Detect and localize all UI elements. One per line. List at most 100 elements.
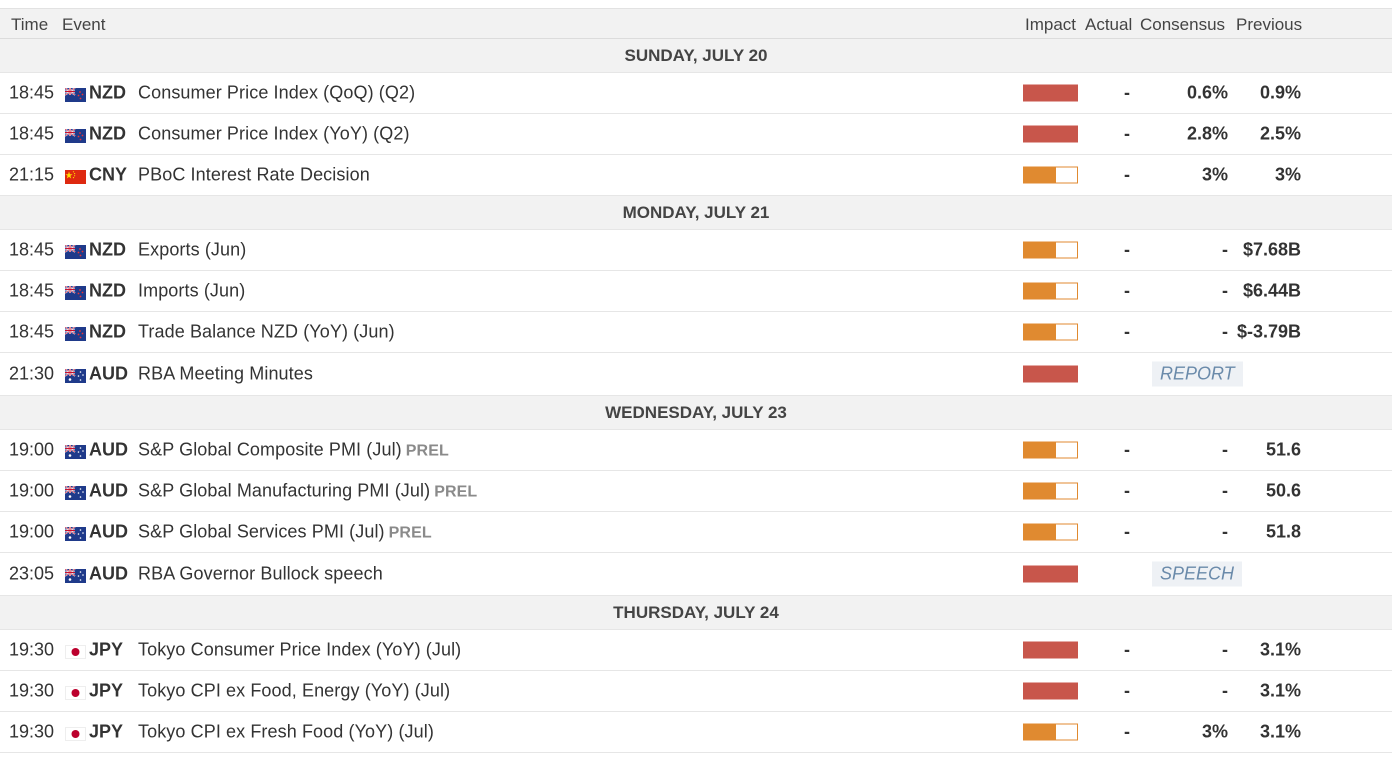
previous-value: 3.1% [1259, 680, 1301, 701]
header-consensus[interactable]: Consensus [1140, 15, 1226, 34]
event-time: 18:45 [9, 280, 55, 301]
previous-value: $6.44B [1242, 280, 1301, 301]
event-name[interactable]: Trade Balance NZD (YoY) (Jun) [138, 322, 395, 343]
consensus-value: - [1222, 280, 1228, 301]
header-previous[interactable]: Previous [1236, 15, 1303, 34]
impact-fill [1024, 126, 1077, 142]
previous-value: $-3.79B [1236, 321, 1301, 342]
event-name[interactable]: Consumer Price Index (QoQ) (Q2) [138, 83, 415, 104]
event-time: 19:00 [9, 521, 55, 542]
event-time: 21:30 [9, 363, 55, 384]
preliminary-label: PREL [434, 483, 478, 501]
event-currency: JPY [89, 639, 124, 660]
event-row[interactable]: 19:00 AUD S&P Global Composite PMI (Jul) PR… [0, 430, 1392, 471]
japan-flag-icon [65, 684, 86, 700]
consensus-value: - [1222, 239, 1228, 260]
event-name[interactable]: S&P Global Services PMI (Jul) PREL [138, 522, 432, 543]
event-row[interactable]: 18:45 NZD Consumer Price Index (QoQ) (Q2) -… [0, 73, 1392, 114]
event-currency: NZD [89, 280, 126, 301]
header-actual[interactable]: Actual [1085, 15, 1133, 34]
new-zealand-flag-icon [64, 325, 86, 341]
day-header: WEDNESDAY, JULY 23 [0, 396, 1392, 430]
actual-value: - [1124, 521, 1130, 542]
event-time: 18:45 [9, 239, 55, 260]
impact-fill [1024, 324, 1056, 340]
impact-indicator [1023, 166, 1078, 184]
event-row[interactable]: 18:45 NZD Consumer Price Index (YoY) (Q2) -… [0, 114, 1392, 155]
event-name[interactable]: RBA Governor Bullock speech [138, 564, 383, 585]
event-row[interactable]: 23:05 AUD RBA Governor Bullock speech SPEEC… [0, 553, 1392, 596]
speech-tag[interactable]: SPEECH [1152, 561, 1243, 587]
consensus-value: - [1222, 521, 1228, 542]
impact-indicator [1023, 441, 1078, 459]
australia-flag-icon [64, 567, 86, 583]
actual-value: - [1124, 239, 1130, 260]
calendar-header: Time Event Impact Actual Consensus Previ… [0, 8, 1392, 39]
event-name-text: Tokyo CPI ex Food, Energy (YoY) (Jul) [138, 680, 451, 701]
event-name[interactable]: PBoC Interest Rate Decision [138, 165, 370, 186]
previous-value: 51.6 [1265, 439, 1301, 460]
event-name-text: Trade Balance NZD (YoY) (Jun) [138, 321, 395, 342]
event-currency: NZD [89, 321, 126, 342]
event-row[interactable]: 18:45 NZD Imports (Jun) - - $6.44B [0, 271, 1392, 312]
event-name-text: Consumer Price Index (QoQ) (Q2) [138, 82, 416, 103]
event-name-text: Imports (Jun) [138, 280, 246, 301]
consensus-value: 2.8% [1186, 123, 1228, 144]
event-name[interactable]: Exports (Jun) [138, 240, 246, 261]
report-tag[interactable]: REPORT [1152, 361, 1243, 387]
header-event[interactable]: Event [62, 15, 106, 34]
event-name[interactable]: Tokyo CPI ex Fresh Food (YoY) (Jul) [138, 722, 434, 743]
preliminary-label: PREL [388, 524, 432, 542]
header-impact[interactable]: Impact [1025, 15, 1077, 34]
impact-indicator [1023, 125, 1078, 143]
event-currency: CNY [89, 164, 128, 185]
event-row[interactable]: 19:30 JPY Tokyo CPI ex Food, Energy (YoY) … [0, 671, 1392, 712]
impact-indicator [1023, 323, 1078, 341]
impact-fill [1024, 242, 1056, 258]
event-name-text: Tokyo CPI ex Fresh Food (YoY) (Jul) [138, 721, 434, 742]
australia-flag-icon [64, 367, 86, 383]
event-row[interactable]: 18:45 NZD Trade Balance NZD (YoY) (Jun) - - $… [0, 312, 1392, 353]
previous-value: 50.6 [1265, 480, 1301, 501]
previous-value: 3% [1274, 164, 1301, 185]
event-row[interactable]: 18:45 NZD Exports (Jun) - - $7.68B [0, 230, 1392, 271]
event-currency: AUD [89, 363, 128, 384]
event-row[interactable]: 21:15 CNY PBoC Interest Rate Decision - 3% 3% [0, 155, 1392, 196]
calendar-body: SUNDAY, JULY 20 18:45 NZD Consumer Price In… [0, 39, 1392, 753]
preliminary-label: PREL [405, 442, 449, 460]
event-currency: AUD [89, 521, 128, 542]
header-time[interactable]: Time [11, 15, 49, 34]
japan-flag-icon [65, 643, 86, 659]
event-row[interactable]: 19:30 JPY Tokyo Consumer Price Index (YoY)… [0, 630, 1392, 671]
australia-flag-icon [64, 484, 86, 500]
event-name[interactable]: Tokyo Consumer Price Index (YoY) (Jul) [138, 640, 461, 661]
event-name[interactable]: Consumer Price Index (YoY) (Q2) [138, 124, 410, 145]
event-currency: JPY [89, 721, 124, 742]
event-time: 19:30 [9, 721, 55, 742]
impact-fill [1024, 483, 1056, 499]
impact-fill [1024, 642, 1077, 658]
event-row[interactable]: 21:30 AUD RBA Meeting Minutes REPORT [0, 353, 1392, 396]
event-row[interactable]: 19:00 AUD S&P Global Manufacturing PMI (Ju… [0, 471, 1392, 512]
event-row[interactable]: 19:30 JPY Tokyo CPI ex Fresh Food (YoY) (J… [0, 712, 1392, 753]
impact-fill [1024, 724, 1056, 740]
japan-flag-icon [65, 725, 86, 741]
event-name[interactable]: Tokyo CPI ex Food, Energy (YoY) (Jul) [138, 681, 450, 702]
event-name-text: Exports (Jun) [138, 239, 247, 260]
event-time: 18:45 [9, 82, 55, 103]
event-row[interactable]: 19:00 AUD S&P Global Services PMI (Jul) PRE… [0, 512, 1392, 553]
event-name[interactable]: S&P Global Manufacturing PMI (Jul) PREL [138, 481, 477, 502]
event-time: 18:45 [9, 123, 55, 144]
actual-value: - [1124, 721, 1130, 742]
event-name-text: Tokyo Consumer Price Index (YoY) (Jul) [138, 639, 462, 660]
event-time: 19:00 [9, 480, 55, 501]
event-name[interactable]: RBA Meeting Minutes [138, 364, 313, 385]
event-name[interactable]: S&P Global Composite PMI (Jul) PREL [138, 440, 449, 461]
event-name-text: S&P Global Services PMI (Jul) [138, 521, 385, 542]
consensus-value: 0.6% [1186, 82, 1228, 103]
previous-value: 0.9% [1259, 82, 1301, 103]
event-time: 19:30 [9, 680, 55, 701]
day-header: SUNDAY, JULY 20 [0, 39, 1392, 73]
impact-fill [1024, 442, 1056, 458]
event-name[interactable]: Imports (Jun) [138, 281, 245, 302]
